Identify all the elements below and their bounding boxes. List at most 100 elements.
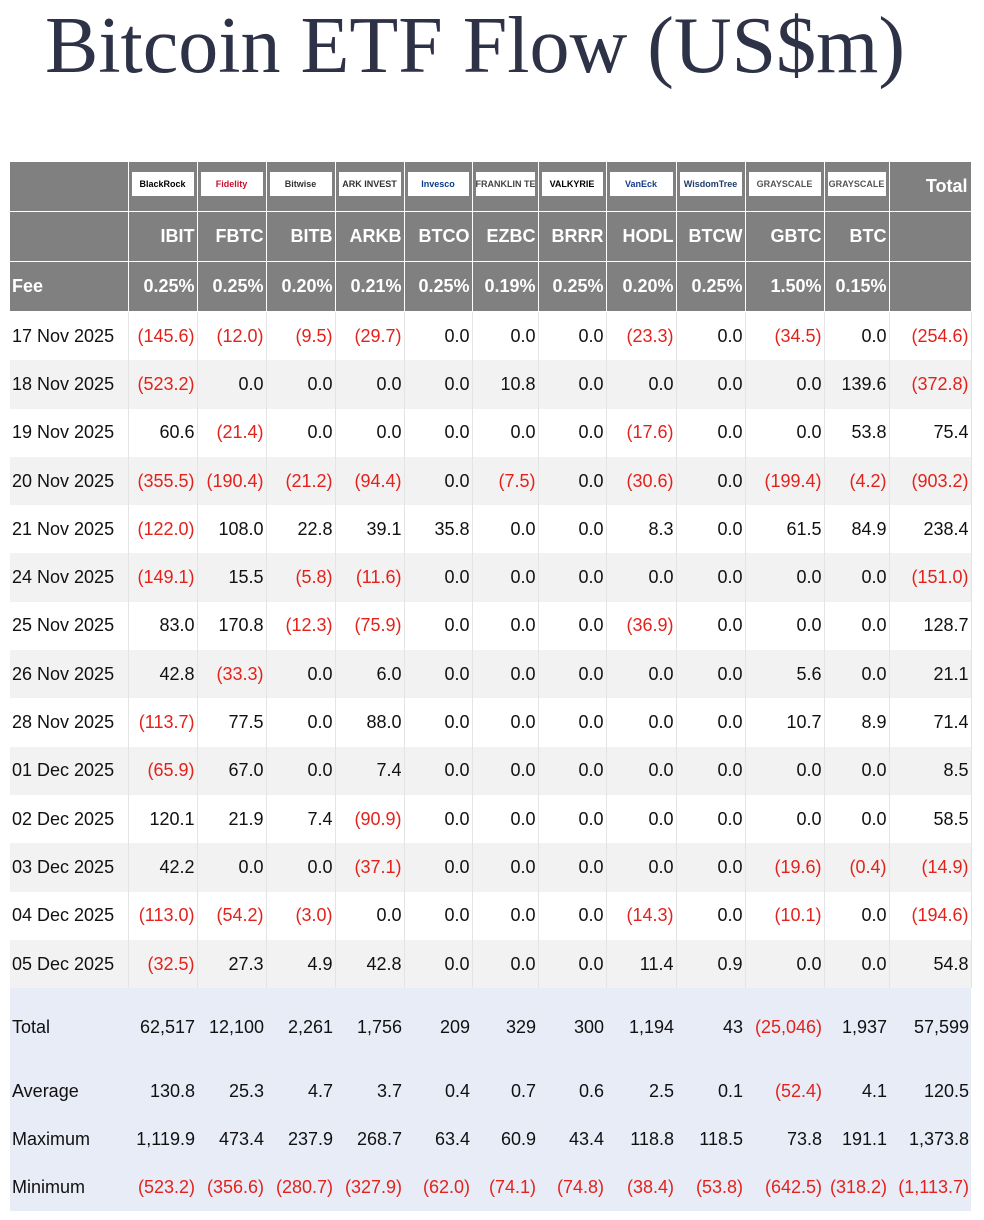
summary-value: 120.5 <box>889 1067 971 1116</box>
issuer-logo: Bitwise <box>269 172 332 196</box>
flow-value: (9.5) <box>266 311 336 361</box>
flow-value: (4.2) <box>824 456 890 506</box>
flow-value: 7.4 <box>335 746 405 795</box>
summary-value: 0.7 <box>472 1067 538 1116</box>
flow-value: 4.9 <box>266 939 336 989</box>
corner-cell <box>10 162 129 212</box>
flow-value: 0.0 <box>824 650 890 699</box>
flow-value: 0.0 <box>538 553 607 602</box>
flow-value: 0.0 <box>404 456 473 506</box>
flow-value: (32.5) <box>128 939 198 989</box>
flow-value: 0.0 <box>472 794 539 844</box>
summary-value: 4.1 <box>824 1067 889 1116</box>
flow-value: 0.0 <box>538 939 607 989</box>
flow-value: 0.0 <box>538 698 607 747</box>
summary-label: Minimum <box>10 1163 128 1212</box>
logo-cell: GRAYSCALE <box>824 162 890 212</box>
flow-value: 0.0 <box>472 553 539 602</box>
summary-value: (74.8) <box>538 1163 606 1212</box>
flow-value: 170.8 <box>197 601 267 651</box>
flow-value: 0.0 <box>266 650 336 699</box>
flow-value: (372.8) <box>889 360 972 409</box>
flow-value: 0.0 <box>676 746 746 795</box>
logo-cell: Fidelity <box>197 162 267 212</box>
summary-value: 1,194 <box>606 988 676 1068</box>
flow-value: 139.6 <box>824 360 890 409</box>
flow-value: 0.0 <box>824 891 890 940</box>
summary-value: 1,937 <box>824 988 889 1068</box>
flow-value: (65.9) <box>128 746 198 795</box>
flow-value: 0.0 <box>606 746 677 795</box>
flow-row: 18 Nov 2025 (523.2) 0.0 0.0 0.0 0.0 10.8 0.0 0.0… <box>10 360 972 409</box>
flow-value: 77.5 <box>197 698 267 747</box>
summary-value: (356.6) <box>197 1163 266 1212</box>
flow-value: (903.2) <box>889 456 972 506</box>
flow-value: (194.6) <box>889 891 972 940</box>
flow-value: 0.0 <box>824 746 890 795</box>
summary-value: 2,261 <box>266 988 335 1068</box>
flow-value: 15.5 <box>197 553 267 602</box>
summary-value: 0.1 <box>676 1067 745 1116</box>
flow-row: 04 Dec 2025 (113.0) (54.2) (3.0) 0.0 0.0 0.0 0.… <box>10 891 972 940</box>
flow-value: 0.0 <box>404 601 473 651</box>
flow-value: 0.0 <box>606 794 677 844</box>
flow-value: (10.1) <box>745 891 825 940</box>
flow-value: 0.0 <box>472 601 539 651</box>
flow-value: (113.7) <box>128 698 198 747</box>
flow-value: 0.0 <box>606 360 677 409</box>
flow-value: 0.0 <box>472 891 539 940</box>
fee: 0.25% <box>128 261 198 312</box>
flow-value: 0.0 <box>745 360 825 409</box>
flow-value: 83.0 <box>128 601 198 651</box>
date: 21 Nov 2025 <box>10 505 129 554</box>
flow-value: (29.7) <box>335 311 405 361</box>
flow-value: 42.2 <box>128 843 198 892</box>
summary-value: 25.3 <box>197 1067 266 1116</box>
date: 20 Nov 2025 <box>10 456 129 506</box>
summary-value: (1,113.7) <box>889 1163 971 1212</box>
flow-value: (94.4) <box>335 456 405 506</box>
logo-cell: WisdomTree <box>676 162 746 212</box>
flow-value: 0.0 <box>472 311 539 361</box>
flow-value: 58.5 <box>889 794 972 844</box>
summary-value: 118.8 <box>606 1115 676 1164</box>
flow-value: 21.1 <box>889 650 972 699</box>
summary-label: Maximum <box>10 1115 128 1164</box>
issuer-logo: Fidelity <box>200 172 263 196</box>
flow-row: 20 Nov 2025 (355.5) (190.4) (21.2) (94.4) 0.0… <box>10 456 972 506</box>
flow-value: 10.8 <box>472 360 539 409</box>
flow-value: (75.9) <box>335 601 405 651</box>
ticker: IBIT <box>128 211 198 262</box>
logo-cell: GRAYSCALE <box>745 162 825 212</box>
flow-value: 0.0 <box>676 553 746 602</box>
flow-value: 0.0 <box>472 408 539 457</box>
flow-value: (190.4) <box>197 456 267 506</box>
flow-value: 71.4 <box>889 698 972 747</box>
flow-value: (523.2) <box>128 360 198 409</box>
flow-value: 42.8 <box>335 939 405 989</box>
flow-row: 17 Nov 2025 (145.6) (12.0) (9.5) (29.7) 0.0 0.… <box>10 311 972 361</box>
summary-value: 1,373.8 <box>889 1115 971 1164</box>
issuer-logo: GRAYSCALE <box>748 172 821 196</box>
logo-cell: BlackRock <box>128 162 198 212</box>
summary-value: 57,599 <box>889 988 971 1068</box>
flow-value: 0.0 <box>676 794 746 844</box>
table-body: BlackRock Fidelity Bitwise ARK INVEST Invesc… <box>10 162 972 1212</box>
summary-value: 60.9 <box>472 1115 538 1164</box>
summary-value: 237.9 <box>266 1115 335 1164</box>
flow-value: 0.0 <box>472 939 539 989</box>
ticker: BTCW <box>676 211 746 262</box>
flow-row: 05 Dec 2025 (32.5) 27.3 4.9 42.8 0.0 0.0 0.0 11.… <box>10 939 972 989</box>
date: 17 Nov 2025 <box>10 311 129 361</box>
flow-value: 0.0 <box>404 553 473 602</box>
flow-value: 53.8 <box>824 408 890 457</box>
summary-value: (523.2) <box>128 1163 197 1212</box>
logo-cell: FRANKLIN TEMPLETON <box>472 162 539 212</box>
flow-value: 0.0 <box>538 311 607 361</box>
flow-value: 0.0 <box>472 698 539 747</box>
flow-value: (17.6) <box>606 408 677 457</box>
flow-value: 0.0 <box>472 650 539 699</box>
date: 18 Nov 2025 <box>10 360 129 409</box>
flow-value: 120.1 <box>128 794 198 844</box>
fee: 0.19% <box>472 261 539 312</box>
